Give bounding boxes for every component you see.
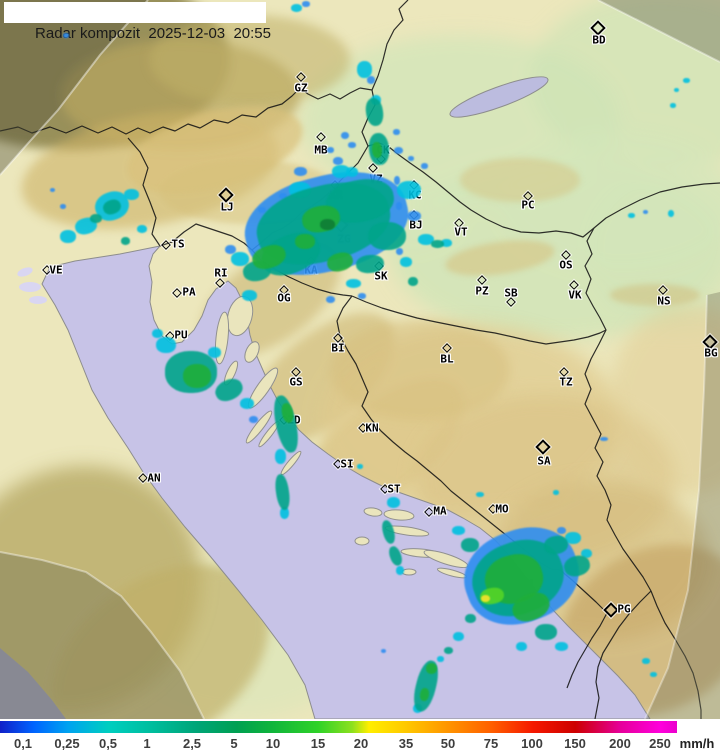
basemap-svg <box>0 0 720 719</box>
map-canvas: VE TS LJ GZ MB CK VZ KR KC PC BJ VT ZG KA SK OS RI PA OG PZ… <box>0 0 720 719</box>
legend-tick: 100 <box>521 736 543 751</box>
legend-tick: 75 <box>483 736 499 751</box>
legend-tick: 0,5 <box>98 736 118 751</box>
legend-gradient-bar <box>0 721 677 733</box>
legend-tick: 0,1 <box>13 736 33 751</box>
radar-coverage-mask <box>0 0 720 719</box>
lake-balaton <box>449 76 549 118</box>
legend-tick: 1 <box>143 736 151 751</box>
legend-unit-label: mm/h <box>679 736 715 751</box>
tyrrhenian-sea <box>0 648 66 719</box>
venice-lagoon <box>17 267 47 304</box>
legend-tick: 2,5 <box>182 736 202 751</box>
legend-tick: 20 <box>353 736 369 751</box>
legend-tick: 10 <box>265 736 281 751</box>
title-bar: Radar kompozit 2025-12-03 20:55 <box>4 2 271 42</box>
legend-tick: 15 <box>310 736 326 751</box>
legend-tick: 200 <box>609 736 631 751</box>
legend: mm/h 0,1 0,25 0,5 1 2,5 5 10 15 20 35 50 75 100 150 20… <box>0 719 720 751</box>
legend-tick: 5 <box>230 736 238 751</box>
legend-tick: 150 <box>564 736 586 751</box>
legend-tick: 35 <box>398 736 414 751</box>
map-title: Radar kompozit 2025-12-03 20:55 <box>35 25 271 42</box>
legend-tick: 50 <box>440 736 456 751</box>
legend-tick: 0,25 <box>54 736 80 751</box>
legend-tick: 250 <box>649 736 671 751</box>
